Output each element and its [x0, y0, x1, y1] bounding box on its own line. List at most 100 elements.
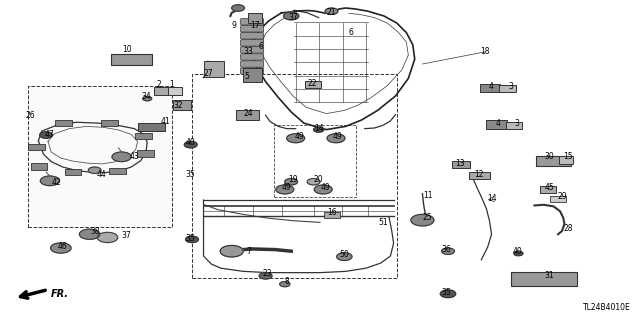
Text: 5: 5 [244, 72, 249, 81]
Text: 4: 4 [495, 119, 500, 128]
FancyBboxPatch shape [241, 47, 264, 53]
Text: 8: 8 [284, 277, 289, 286]
Circle shape [40, 176, 60, 186]
FancyBboxPatch shape [241, 33, 264, 39]
Text: 19: 19 [288, 175, 298, 184]
Circle shape [112, 152, 131, 162]
Text: TL24B4010E: TL24B4010E [582, 303, 630, 312]
Circle shape [97, 232, 118, 243]
Text: 47: 47 [45, 130, 55, 139]
Text: 20: 20 [314, 175, 324, 184]
FancyBboxPatch shape [248, 13, 262, 23]
Circle shape [40, 132, 52, 138]
FancyBboxPatch shape [550, 196, 566, 202]
Text: 51: 51 [378, 218, 388, 227]
Circle shape [514, 251, 523, 256]
FancyBboxPatch shape [559, 156, 573, 164]
Text: 41: 41 [160, 117, 170, 126]
Text: 17: 17 [250, 21, 260, 30]
FancyBboxPatch shape [305, 81, 321, 88]
Text: 18: 18 [481, 47, 490, 56]
Circle shape [51, 243, 71, 253]
FancyBboxPatch shape [241, 68, 264, 74]
Circle shape [325, 8, 338, 14]
Circle shape [284, 12, 299, 20]
Text: FR.: FR. [51, 289, 69, 299]
FancyBboxPatch shape [241, 54, 264, 60]
Text: 34: 34 [141, 92, 151, 100]
Text: 35: 35 [186, 234, 196, 243]
Text: 30: 30 [544, 152, 554, 161]
FancyBboxPatch shape [168, 87, 182, 95]
Text: 49: 49 [282, 183, 292, 192]
Circle shape [307, 179, 320, 185]
Text: 37: 37 [288, 13, 298, 22]
FancyBboxPatch shape [241, 19, 264, 25]
FancyBboxPatch shape [452, 161, 470, 168]
Text: 50: 50 [339, 250, 349, 259]
Text: 35: 35 [186, 170, 196, 179]
Text: 2: 2 [156, 80, 161, 89]
Text: 6: 6 [348, 28, 353, 36]
Text: 45: 45 [544, 183, 554, 192]
FancyBboxPatch shape [540, 186, 556, 193]
Circle shape [143, 96, 152, 101]
Text: 11: 11 [423, 191, 432, 200]
Text: 49: 49 [294, 132, 305, 140]
Circle shape [327, 134, 345, 143]
FancyBboxPatch shape [154, 87, 169, 95]
Circle shape [442, 248, 454, 254]
FancyBboxPatch shape [486, 120, 507, 129]
FancyBboxPatch shape [135, 133, 152, 139]
Text: 46: 46 [58, 242, 68, 251]
FancyBboxPatch shape [31, 163, 47, 170]
FancyBboxPatch shape [480, 84, 500, 92]
Circle shape [314, 127, 324, 132]
Circle shape [280, 282, 290, 287]
Circle shape [88, 167, 101, 173]
Text: 38: 38 [90, 228, 100, 236]
Circle shape [259, 273, 272, 279]
Text: 4: 4 [489, 82, 494, 91]
FancyBboxPatch shape [28, 144, 45, 150]
Text: 32: 32 [173, 101, 183, 110]
FancyBboxPatch shape [101, 120, 118, 126]
Circle shape [287, 134, 305, 143]
Circle shape [337, 253, 352, 260]
Circle shape [314, 185, 332, 194]
Circle shape [186, 236, 198, 243]
Circle shape [440, 290, 456, 298]
FancyBboxPatch shape [469, 172, 490, 179]
FancyBboxPatch shape [536, 156, 571, 166]
FancyBboxPatch shape [65, 169, 81, 175]
FancyBboxPatch shape [241, 40, 264, 46]
Text: 10: 10 [122, 45, 132, 54]
Circle shape [411, 214, 434, 226]
FancyBboxPatch shape [138, 123, 165, 131]
Text: 22: 22 [308, 79, 317, 88]
FancyBboxPatch shape [241, 61, 264, 67]
Text: 3: 3 [515, 119, 520, 128]
Text: 29: 29 [557, 192, 567, 201]
Circle shape [276, 185, 294, 194]
Text: 28: 28 [564, 224, 573, 233]
Text: 12: 12 [474, 170, 483, 179]
Text: 35: 35 [442, 288, 452, 297]
FancyBboxPatch shape [204, 61, 224, 77]
Text: 37: 37 [122, 231, 132, 240]
Text: 27: 27 [203, 69, 213, 78]
Text: 15: 15 [563, 152, 573, 161]
FancyBboxPatch shape [511, 272, 577, 286]
Circle shape [220, 245, 243, 257]
Text: 16: 16 [326, 208, 337, 217]
FancyBboxPatch shape [137, 150, 154, 157]
Text: 33: 33 [243, 47, 253, 56]
FancyBboxPatch shape [111, 54, 152, 65]
Text: 25: 25 [422, 213, 433, 222]
Text: 14: 14 [486, 194, 497, 203]
FancyBboxPatch shape [109, 168, 126, 174]
Text: 14: 14 [314, 124, 324, 132]
FancyBboxPatch shape [243, 68, 262, 82]
Text: 36: 36 [442, 245, 452, 254]
FancyBboxPatch shape [506, 122, 522, 129]
